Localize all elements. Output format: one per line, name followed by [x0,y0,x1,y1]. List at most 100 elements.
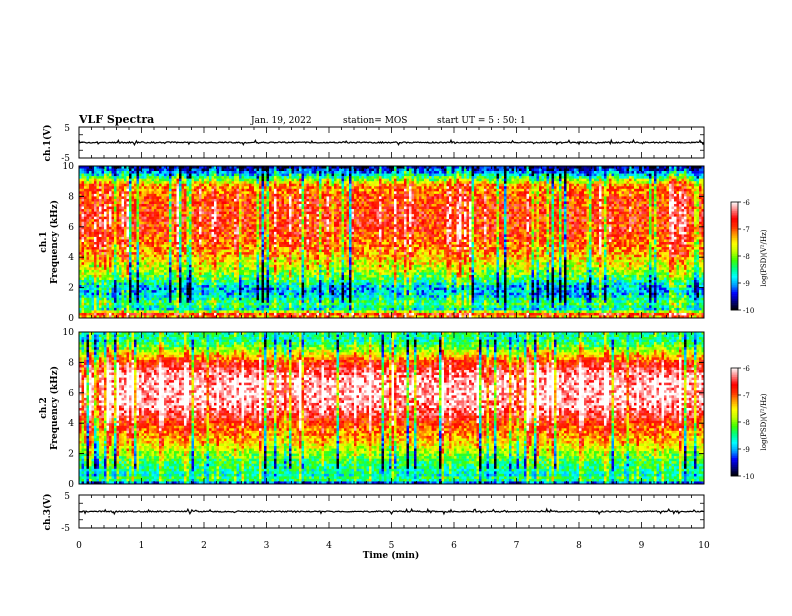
spectrogram-cell [149,237,152,240]
spectrogram-cell [212,290,215,293]
spectrogram-cell [157,176,160,179]
spectrogram-cell [229,290,232,293]
spectrogram-cell [187,293,190,296]
spectrogram-cell [222,300,225,303]
spectrogram-cell [259,222,262,225]
spectrogram-cell [194,310,197,313]
spectrogram-cell [164,305,167,308]
spectrogram-cell [242,194,245,197]
spectrogram-cell [172,189,175,192]
spectrogram-cell [137,252,140,255]
spectrogram-cell [157,169,160,172]
spectrogram-cell [144,194,147,197]
spectrogram-cell [172,239,175,242]
spectrogram-cell [162,229,165,232]
spectrogram-cell [102,181,105,184]
spectrogram-cell [247,179,250,182]
spectrogram-cell [257,239,260,242]
spectrogram-cell [94,270,97,273]
spectrogram-cell [142,283,145,286]
spectrogram-cell [237,262,240,265]
spectrogram-cell [217,224,220,227]
spectrogram-cell [154,237,157,240]
spectrogram-cell [124,204,127,207]
spectrogram-cell [214,260,217,263]
spectrogram-cell [232,207,235,210]
spectrogram-cell [129,237,132,240]
spectrogram-cell [142,285,145,288]
spectrogram-cell [264,283,267,286]
spectrogram-cell [119,270,122,273]
spectrogram-cell [147,217,150,220]
spectrogram-cell [229,305,232,308]
spectrogram-cell [174,252,177,255]
spectrogram-cell [159,227,162,230]
spectrogram-cell [87,267,90,270]
spectrogram-cell [144,310,147,313]
spectrogram-cell [162,232,165,235]
spectrogram-cell [117,290,120,293]
spectrogram-cell [129,186,132,189]
spectrogram-cell [104,280,107,283]
spectrogram-cell [204,214,207,217]
spectrogram-cell [254,214,257,217]
spectrogram-cell [252,217,255,220]
spectrogram-cell [134,247,137,250]
spectrogram-cell [227,181,230,184]
spectrogram-cell [119,247,122,250]
spectrogram-cell [259,275,262,278]
spectrogram-cell [207,204,210,207]
spectrogram-cell [224,262,227,265]
spectrogram-cell [232,245,235,248]
spectrogram-cell [82,280,85,283]
spectrogram-cell [249,194,252,197]
spectrogram-cell [124,196,127,199]
spectrogram-cell [262,196,265,199]
spectrogram-cell [144,171,147,174]
spectrogram-cell [219,265,222,268]
spectrogram-cell [117,232,120,235]
spectrogram-cell [174,262,177,265]
spectrogram-cell [199,288,202,291]
spectrogram-cell [237,280,240,283]
spectrogram-cell [82,204,85,207]
spectrogram-cell [124,214,127,217]
spectrogram-cell [104,234,107,237]
spectrogram-cell [84,199,87,202]
spectrogram-cell [112,232,115,235]
spectrogram-cell [192,267,195,270]
spectrogram-cell [172,260,175,263]
spectrogram-cell [204,222,207,225]
spectrogram-cell [189,290,192,293]
spectrogram-cell [232,308,235,311]
spectrogram-cell [214,250,217,253]
spectrogram-cell [189,288,192,291]
spectrogram-cell [209,280,212,283]
spectrogram-cell [214,234,217,237]
spectrogram-cell [117,250,120,253]
spectrogram-cell [102,234,105,237]
spectrogram-cell [169,194,172,197]
spectrogram-cell [249,204,252,207]
spectrogram-cell [99,199,102,202]
spectrogram-cell [244,181,247,184]
spectrogram-cell [222,247,225,250]
spectrogram-cell [197,174,200,177]
spectrogram-cell [127,272,130,275]
spectrogram-cell [202,242,205,245]
spectrogram-cell [254,207,257,210]
spectrogram-cell [257,298,260,301]
spectrogram-cell [177,280,180,283]
spectrogram-cell [224,280,227,283]
spectrogram-cell [92,250,95,253]
spectrogram-cell [262,288,265,291]
spectrogram-cell [217,184,220,187]
spectrogram-cell [102,176,105,179]
spectrogram-cell [149,242,152,245]
spectrogram-cell [149,204,152,207]
spectrogram-cell [262,303,265,306]
header-date: Jan. 19, 2022 [250,116,312,126]
spectrogram-cell [187,224,190,227]
spectrogram-cell [194,293,197,296]
spectrogram-cell [152,171,155,174]
